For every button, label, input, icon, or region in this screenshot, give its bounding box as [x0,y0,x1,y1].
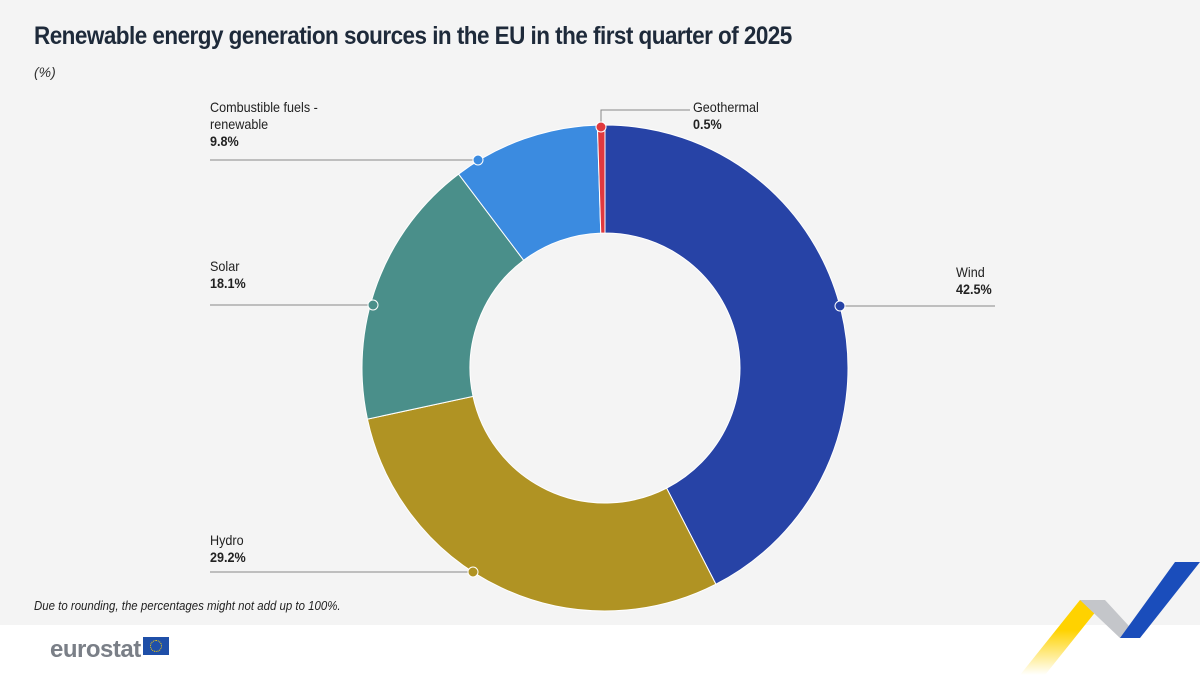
ribbon-blue [1120,562,1200,638]
leader-dot-solar [367,299,379,311]
leader-dot-wind [834,300,846,312]
eu-flag-icon [142,637,169,655]
chart-unit: (%) [34,64,56,80]
label-hydro: Hydro 29.2% [210,532,246,565]
slice-hydro [366,395,717,612]
slice-solar [361,173,525,420]
ribbon-yellow [1020,600,1105,675]
chart-title: Renewable energy generation sources in t… [34,22,792,50]
label-combustible: Combustible fuels - renewable 9.8% [210,99,318,149]
logo-text: eurostat [50,636,141,663]
leader-dot-combustible [472,154,484,166]
leader-dot-geothermal [595,121,607,133]
label-wind: Wind 42.5% [956,264,992,297]
label-geothermal: Geothermal 0.5% [693,99,759,132]
eurostat-logo: eurostat [50,636,169,664]
rounding-note: Due to rounding, the percentages might n… [34,598,341,613]
label-solar: Solar 18.1% [210,258,246,291]
slice-wind [604,124,849,585]
leader-line-geothermal [600,109,690,127]
ribbon-grey [1080,600,1140,638]
leader-dot-hydro [467,566,479,578]
